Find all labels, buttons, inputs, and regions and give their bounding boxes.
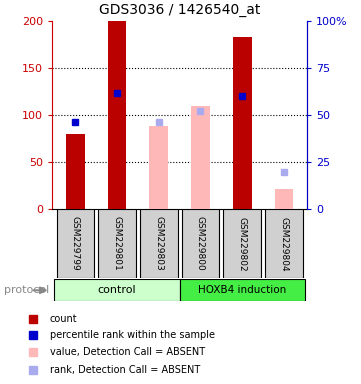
- Bar: [265, 209, 303, 278]
- Text: GSM229799: GSM229799: [71, 217, 80, 271]
- Text: control: control: [98, 285, 136, 295]
- Bar: [140, 209, 178, 278]
- Bar: [191, 106, 210, 209]
- Text: GSM229803: GSM229803: [154, 217, 163, 271]
- Bar: [233, 37, 252, 209]
- Text: HOXB4 induction: HOXB4 induction: [198, 285, 286, 295]
- Bar: [180, 279, 305, 301]
- Bar: [223, 209, 261, 278]
- Bar: [55, 279, 180, 301]
- Bar: [98, 209, 136, 278]
- Text: GSM229800: GSM229800: [196, 217, 205, 271]
- Bar: [149, 126, 168, 209]
- Text: GSM229801: GSM229801: [113, 217, 122, 271]
- Bar: [182, 209, 219, 278]
- Text: percentile rank within the sample: percentile rank within the sample: [49, 330, 214, 340]
- Text: GSM229804: GSM229804: [279, 217, 288, 271]
- Bar: [108, 21, 126, 209]
- Bar: [274, 189, 293, 209]
- Text: GSM229802: GSM229802: [238, 217, 247, 271]
- Text: protocol: protocol: [4, 285, 49, 295]
- Text: value, Detection Call = ABSENT: value, Detection Call = ABSENT: [49, 347, 205, 357]
- Text: rank, Detection Call = ABSENT: rank, Detection Call = ABSENT: [49, 365, 200, 375]
- Text: count: count: [49, 314, 77, 324]
- Bar: [57, 209, 94, 278]
- Title: GDS3036 / 1426540_at: GDS3036 / 1426540_at: [99, 3, 260, 17]
- Bar: [66, 134, 85, 209]
